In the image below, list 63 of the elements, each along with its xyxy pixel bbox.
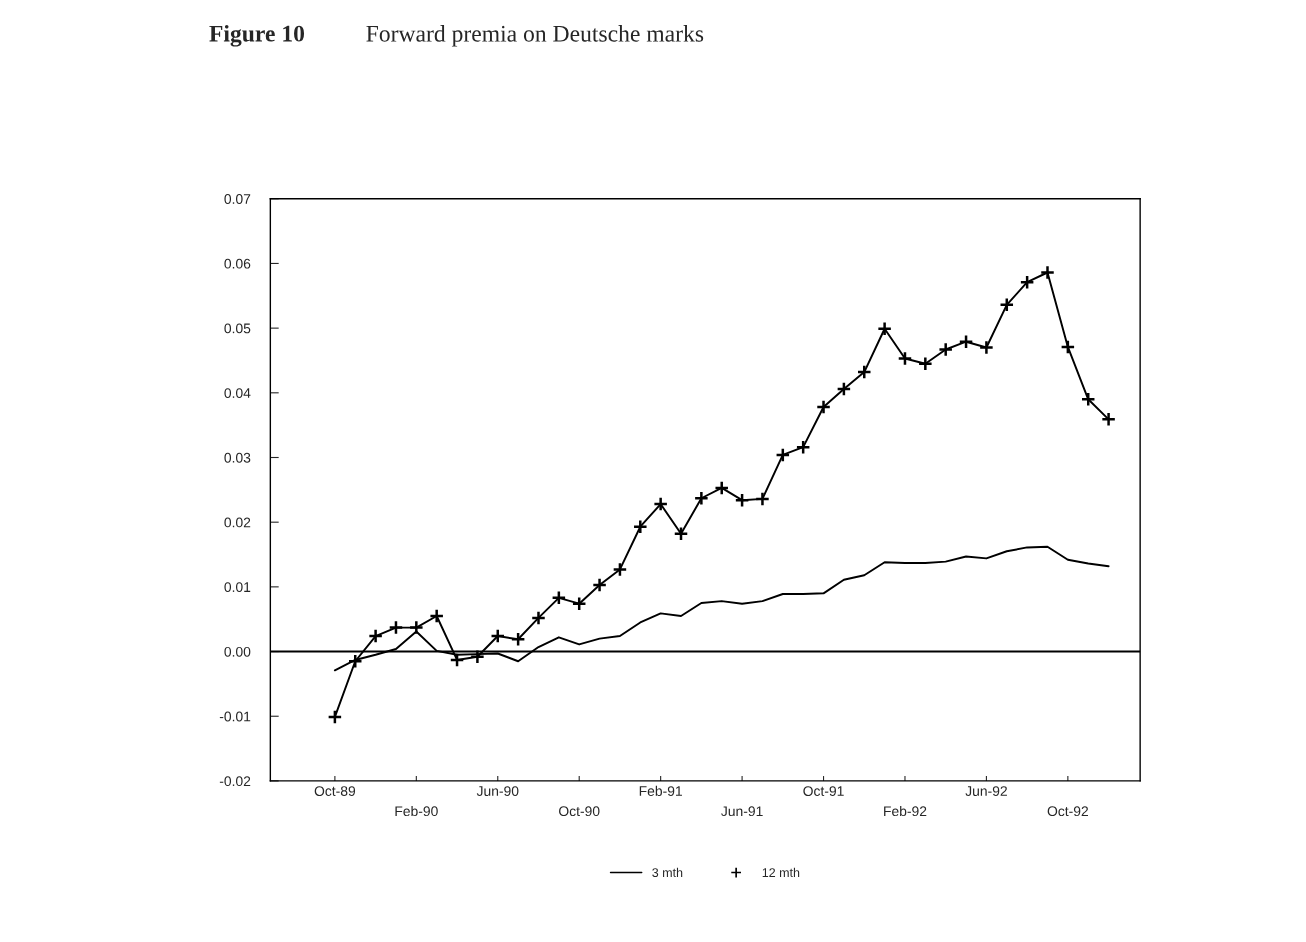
y-tick-label: -0.02 bbox=[219, 776, 251, 787]
point bbox=[897, 351, 913, 367]
point bbox=[754, 491, 770, 507]
point bbox=[449, 652, 465, 668]
point bbox=[999, 297, 1015, 313]
point bbox=[530, 610, 546, 626]
point bbox=[327, 709, 343, 725]
y-tick-label: 0.05 bbox=[224, 323, 251, 334]
point bbox=[836, 381, 852, 397]
point bbox=[938, 341, 954, 357]
point bbox=[1060, 339, 1076, 355]
point bbox=[795, 439, 811, 455]
point bbox=[1080, 391, 1096, 407]
point bbox=[551, 590, 567, 606]
y-tick-label: 0.07 bbox=[224, 194, 251, 204]
x-tick-label: Oct-89 bbox=[314, 786, 356, 796]
point bbox=[1040, 265, 1055, 280]
x-tick-label: Feb-92 bbox=[884, 805, 927, 817]
chart-title: Figure 10 bbox=[209, 25, 305, 47]
y-tick-label: 0.00 bbox=[224, 646, 251, 657]
point bbox=[510, 631, 526, 647]
point bbox=[816, 399, 832, 415]
point bbox=[388, 620, 404, 636]
y-tick-label: 0.04 bbox=[224, 388, 251, 398]
point bbox=[775, 447, 791, 463]
point bbox=[693, 490, 709, 506]
y-tick-label: 0.06 bbox=[224, 258, 251, 269]
y-tick-label: 0.02 bbox=[224, 517, 251, 528]
y-tick-label: -0.01 bbox=[219, 711, 251, 722]
x-tick-label: Feb-91 bbox=[639, 785, 682, 796]
x-tick-label: Jun-91 bbox=[721, 806, 763, 817]
point bbox=[856, 364, 872, 380]
point bbox=[632, 519, 648, 535]
point bbox=[917, 356, 933, 372]
point bbox=[612, 561, 628, 577]
legend-label: 12 mth bbox=[762, 867, 800, 877]
x-tick-label: Jun-92 bbox=[965, 786, 1007, 796]
point bbox=[408, 620, 424, 636]
legend-label: 3 mth bbox=[652, 867, 683, 878]
point bbox=[469, 649, 485, 665]
point bbox=[877, 321, 893, 337]
chart-subtitle: Forward premia on Deutsche marks bbox=[366, 25, 704, 47]
point bbox=[653, 496, 669, 512]
point bbox=[592, 577, 608, 593]
point bbox=[1101, 411, 1117, 427]
point bbox=[490, 628, 506, 644]
point bbox=[368, 628, 384, 644]
point bbox=[714, 480, 730, 496]
point bbox=[978, 340, 994, 356]
point bbox=[571, 596, 587, 612]
x-tick-label: Jun-90 bbox=[476, 786, 519, 796]
x-tick-label: Oct-91 bbox=[803, 786, 844, 796]
y-tick-label: 0.01 bbox=[224, 582, 251, 593]
point bbox=[958, 334, 974, 350]
y-tick-label: 0.03 bbox=[224, 452, 251, 463]
x-tick-label: Feb-90 bbox=[395, 805, 438, 817]
point bbox=[347, 653, 363, 669]
x-tick-label: Oct-92 bbox=[1047, 806, 1088, 817]
x-tick-label: Oct-90 bbox=[559, 806, 600, 817]
point bbox=[1019, 274, 1035, 290]
point bbox=[734, 492, 750, 508]
point bbox=[429, 608, 445, 624]
point bbox=[673, 526, 689, 542]
